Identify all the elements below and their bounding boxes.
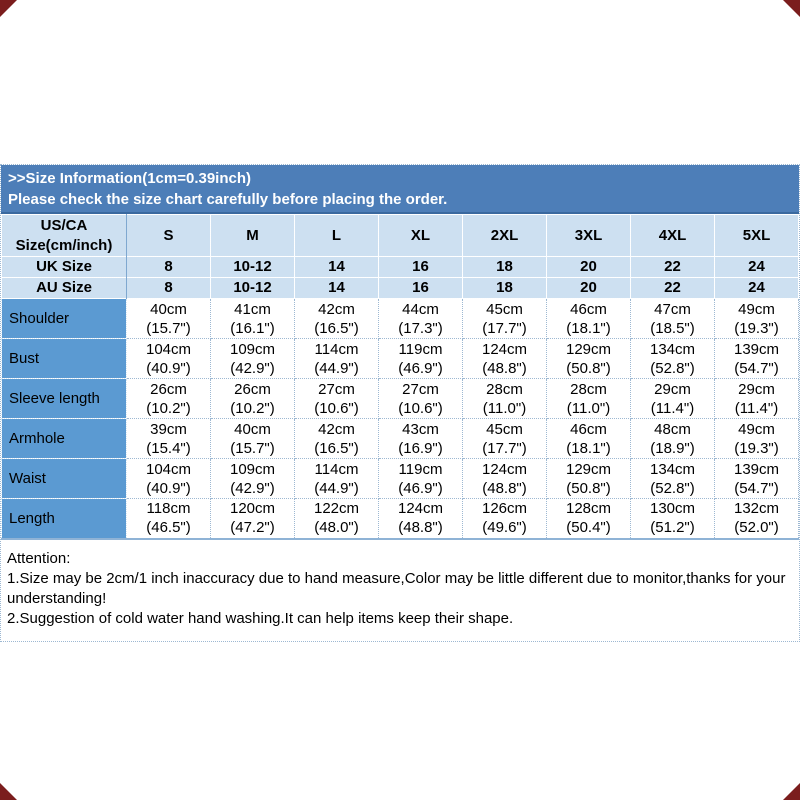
size-column-header: 5XL bbox=[714, 214, 799, 257]
measurement-cell: 49cm (19.3") bbox=[714, 298, 799, 339]
measurement-cell: 29cm (11.4") bbox=[630, 378, 715, 419]
corner-mark-top-right-icon bbox=[783, 0, 800, 17]
size-value-cell: 22 bbox=[630, 256, 715, 278]
banner-subtitle: Please check the size chart carefully be… bbox=[8, 191, 448, 208]
table-corner-header: US/CA Size(cm/inch) bbox=[1, 214, 127, 257]
measurement-row-label: Waist bbox=[1, 458, 127, 499]
size-column-header: S bbox=[126, 214, 211, 257]
measurement-cell: 114cm (44.9") bbox=[294, 458, 379, 499]
size-column-header: 3XL bbox=[546, 214, 631, 257]
size-value-cell: 24 bbox=[714, 256, 799, 278]
attention-line-2: 2.Suggestion of cold water hand washing.… bbox=[7, 609, 514, 627]
measurement-cell: 42cm (16.5") bbox=[294, 298, 379, 339]
measurement-cell: 130cm (51.2") bbox=[630, 498, 715, 539]
size-value-cell: 20 bbox=[546, 277, 631, 299]
measurement-cell: 119cm (46.9") bbox=[378, 458, 463, 499]
measurement-cell: 129cm (50.8") bbox=[546, 458, 631, 499]
measurement-cell: 47cm (18.5") bbox=[630, 298, 715, 339]
banner-title: >>Size Information(1cm=0.39inch) bbox=[8, 170, 251, 187]
measurement-cell: 126cm (49.6") bbox=[462, 498, 547, 539]
measurement-cell: 129cm (50.8") bbox=[546, 338, 631, 379]
size-table: US/CA Size(cm/inch) S M L XL 2XL 3XL 4XL 5XL UK Si… bbox=[1, 214, 799, 540]
measurement-cell: 45cm (17.7") bbox=[462, 298, 547, 339]
measurement-cell: 139cm (54.7") bbox=[714, 458, 799, 499]
measurement-cell: 46cm (18.1") bbox=[546, 298, 631, 339]
corner-mark-bottom-right-icon bbox=[783, 783, 800, 800]
measurement-cell: 44cm (17.3") bbox=[378, 298, 463, 339]
measurement-cell: 109cm (42.9") bbox=[210, 458, 295, 499]
size-value-cell: 16 bbox=[378, 277, 463, 299]
size-value-cell: 10-12 bbox=[210, 277, 295, 299]
banner: >>Size Information(1cm=0.39inch) Please … bbox=[1, 165, 799, 214]
measurement-cell: 40cm (15.7") bbox=[126, 298, 211, 339]
size-value-cell: 14 bbox=[294, 277, 379, 299]
size-value-cell: 8 bbox=[126, 256, 211, 278]
measurement-cell: 48cm (18.9") bbox=[630, 418, 715, 459]
corner-mark-top-left-icon bbox=[0, 0, 17, 17]
measurement-cell: 118cm (46.5") bbox=[126, 498, 211, 539]
attention-line-1: 1.Size may be 2cm/1 inch inaccuracy due … bbox=[7, 569, 786, 607]
measurement-cell: 28cm (11.0") bbox=[462, 378, 547, 419]
size-column-header: M bbox=[210, 214, 295, 257]
size-system-row-label: UK Size bbox=[1, 256, 127, 278]
measurement-cell: 104cm (40.9") bbox=[126, 338, 211, 379]
measurement-cell: 134cm (52.8") bbox=[630, 338, 715, 379]
measurement-cell: 42cm (16.5") bbox=[294, 418, 379, 459]
size-system-row-label: AU Size bbox=[1, 277, 127, 299]
measurement-cell: 27cm (10.6") bbox=[294, 378, 379, 419]
measurement-cell: 120cm (47.2") bbox=[210, 498, 295, 539]
size-value-cell: 18 bbox=[462, 256, 547, 278]
measurement-cell: 119cm (46.9") bbox=[378, 338, 463, 379]
measurement-cell: 46cm (18.1") bbox=[546, 418, 631, 459]
measurement-cell: 114cm (44.9") bbox=[294, 338, 379, 379]
measurement-cell: 134cm (52.8") bbox=[630, 458, 715, 499]
measurement-cell: 26cm (10.2") bbox=[210, 378, 295, 419]
measurement-cell: 28cm (11.0") bbox=[546, 378, 631, 419]
size-column-header: XL bbox=[378, 214, 463, 257]
size-column-header: 2XL bbox=[462, 214, 547, 257]
measurement-row-label: Shoulder bbox=[1, 298, 127, 339]
measurement-cell: 139cm (54.7") bbox=[714, 338, 799, 379]
measurement-cell: 122cm (48.0") bbox=[294, 498, 379, 539]
measurement-cell: 40cm (15.7") bbox=[210, 418, 295, 459]
measurement-row-label: Armhole bbox=[1, 418, 127, 459]
measurement-row-label: Bust bbox=[1, 338, 127, 379]
measurement-cell: 132cm (52.0") bbox=[714, 498, 799, 539]
size-column-header: L bbox=[294, 214, 379, 257]
measurement-cell: 124cm (48.8") bbox=[462, 338, 547, 379]
measurement-cell: 124cm (48.8") bbox=[378, 498, 463, 539]
attention-title: Attention: bbox=[7, 549, 71, 567]
measurement-cell: 45cm (17.7") bbox=[462, 418, 547, 459]
measurement-cell: 26cm (10.2") bbox=[126, 378, 211, 419]
measurement-cell: 43cm (16.9") bbox=[378, 418, 463, 459]
size-value-cell: 8 bbox=[126, 277, 211, 299]
size-value-cell: 16 bbox=[378, 256, 463, 278]
attention-note: Attention: 1.Size may be 2cm/1 inch inac… bbox=[1, 540, 799, 641]
measurement-cell: 124cm (48.8") bbox=[462, 458, 547, 499]
size-value-cell: 18 bbox=[462, 277, 547, 299]
measurement-row-label: Sleeve length bbox=[1, 378, 127, 419]
corner-mark-bottom-left-icon bbox=[0, 783, 17, 800]
measurement-cell: 104cm (40.9") bbox=[126, 458, 211, 499]
measurement-cell: 27cm (10.6") bbox=[378, 378, 463, 419]
size-column-header: 4XL bbox=[630, 214, 715, 257]
size-value-cell: 24 bbox=[714, 277, 799, 299]
measurement-cell: 39cm (15.4") bbox=[126, 418, 211, 459]
size-value-cell: 22 bbox=[630, 277, 715, 299]
measurement-cell: 41cm (16.1") bbox=[210, 298, 295, 339]
measurement-cell: 29cm (11.4") bbox=[714, 378, 799, 419]
measurement-row-label: Length bbox=[1, 498, 127, 539]
measurement-cell: 109cm (42.9") bbox=[210, 338, 295, 379]
size-info-panel: >>Size Information(1cm=0.39inch) Please … bbox=[0, 164, 800, 642]
size-value-cell: 10-12 bbox=[210, 256, 295, 278]
measurement-cell: 49cm (19.3") bbox=[714, 418, 799, 459]
size-value-cell: 20 bbox=[546, 256, 631, 278]
size-value-cell: 14 bbox=[294, 256, 379, 278]
measurement-cell: 128cm (50.4") bbox=[546, 498, 631, 539]
